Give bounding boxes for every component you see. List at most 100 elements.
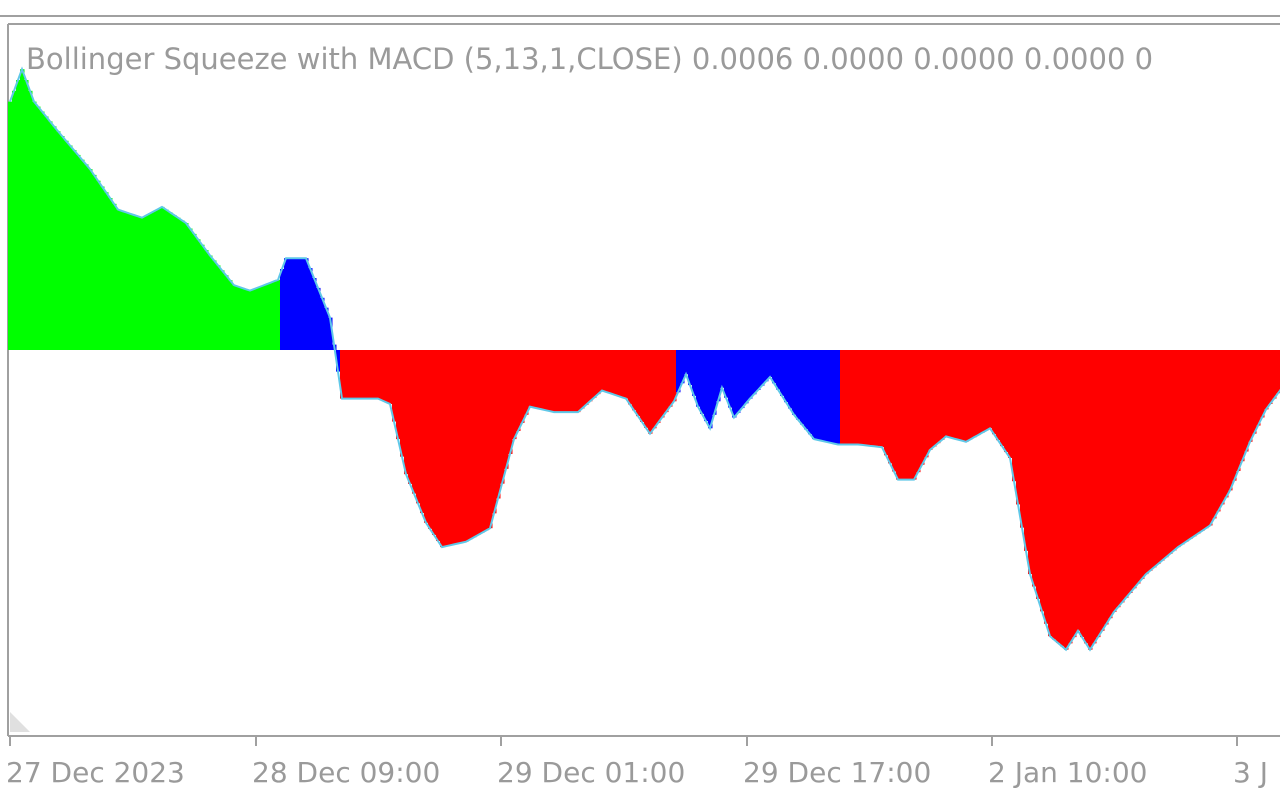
histogram-bar xyxy=(204,250,209,350)
histogram-bar xyxy=(560,350,565,413)
histogram-bar xyxy=(836,350,841,445)
histogram-bar xyxy=(1004,350,1009,453)
histogram-bar xyxy=(524,350,529,415)
histogram-bar xyxy=(656,350,661,423)
histogram-bar xyxy=(1016,350,1021,505)
histogram-bar xyxy=(1256,350,1261,426)
histogram-bar xyxy=(920,350,925,465)
histogram-bar xyxy=(536,350,541,409)
histogram-bar xyxy=(1096,350,1101,638)
histogram-bar xyxy=(52,126,57,350)
histogram-bar xyxy=(32,101,37,350)
histogram-bar xyxy=(468,350,473,540)
histogram-bar xyxy=(584,350,589,405)
histogram-bar xyxy=(540,350,545,410)
histogram-bar xyxy=(336,350,341,372)
histogram-bar xyxy=(964,350,969,442)
histogram-bar xyxy=(488,350,493,529)
histogram-bar xyxy=(180,220,185,350)
histogram-bar xyxy=(284,258,289,350)
histogram-bar xyxy=(1092,350,1097,644)
histogram-bar xyxy=(148,213,153,350)
histogram-bar xyxy=(812,350,817,440)
histogram-bar xyxy=(1132,350,1137,589)
histogram-bar xyxy=(960,350,965,441)
histogram-bar xyxy=(548,350,553,412)
histogram-bar xyxy=(712,350,717,415)
histogram-bar xyxy=(620,350,625,398)
histogram-bar xyxy=(1196,350,1201,534)
histogram-bar xyxy=(464,350,469,542)
histogram-bar xyxy=(820,350,825,441)
histogram-bar xyxy=(292,258,297,350)
histogram-bar xyxy=(100,186,105,350)
histogram-bar xyxy=(444,350,449,547)
histogram-bar xyxy=(452,350,457,545)
histogram-bar xyxy=(1144,350,1149,575)
histogram-bar xyxy=(604,350,609,392)
histogram-bar xyxy=(508,350,513,454)
histogram-bar xyxy=(1008,350,1013,458)
histogram-bar xyxy=(484,350,489,531)
resize-handle-icon[interactable] xyxy=(10,712,30,732)
histogram-bar xyxy=(768,350,773,377)
histogram-bar xyxy=(680,350,685,384)
histogram-bar xyxy=(500,350,505,484)
histogram-bar xyxy=(924,350,929,458)
x-tick-label: 2 Jan 10:00 xyxy=(988,756,1147,789)
histogram-bar xyxy=(152,211,157,350)
histogram-bar xyxy=(144,215,149,350)
histogram-bar xyxy=(1232,350,1237,481)
histogram-bar xyxy=(240,287,245,350)
histogram-bar xyxy=(612,350,617,395)
histogram-bar xyxy=(664,350,669,413)
histogram-bar xyxy=(804,350,809,430)
histogram-bar xyxy=(192,233,197,350)
histogram-bar xyxy=(56,131,61,350)
histogram-bar xyxy=(652,350,657,429)
histogram-bar xyxy=(1148,350,1153,571)
histogram-bar xyxy=(616,350,621,396)
histogram-bar xyxy=(1020,350,1025,528)
histogram-bar xyxy=(1276,350,1280,394)
histogram-bar xyxy=(588,350,593,402)
indicator-title: Bollinger Squeeze with MACD (5,13,1,CLOS… xyxy=(26,42,1153,76)
histogram-bar xyxy=(252,289,257,350)
histogram-bar xyxy=(392,350,397,422)
histogram-bar xyxy=(116,209,121,350)
histogram-bar xyxy=(1064,350,1069,650)
histogram-bar xyxy=(908,350,913,480)
histogram-bar xyxy=(1036,350,1041,599)
histogram-bar xyxy=(1244,350,1249,452)
histogram-bar xyxy=(372,350,377,399)
histogram-bar xyxy=(720,350,725,388)
histogram-bar xyxy=(608,350,613,394)
histogram-bar xyxy=(728,350,733,408)
histogram-bar xyxy=(972,350,977,438)
histogram-bar xyxy=(752,350,757,395)
histogram-bar xyxy=(24,80,29,350)
histogram-bar xyxy=(1264,350,1269,410)
histogram-bar xyxy=(436,350,441,542)
histogram-bar xyxy=(128,213,133,350)
histogram-bar xyxy=(1028,350,1033,575)
histogram-bar xyxy=(112,203,117,350)
histogram-bar xyxy=(356,350,361,399)
histogram-bar xyxy=(528,350,533,407)
histogram-bar xyxy=(748,350,753,399)
histogram-bar xyxy=(988,350,993,429)
histogram-bar xyxy=(448,350,453,546)
histogram-bar xyxy=(1220,350,1225,505)
histogram-bar xyxy=(772,350,777,384)
histogram-bar xyxy=(624,350,629,399)
histogram-bar xyxy=(1180,350,1185,545)
histogram-bar xyxy=(1052,350,1057,640)
histogram-bar xyxy=(20,69,25,350)
histogram-bar xyxy=(1172,350,1177,551)
histogram-bar xyxy=(1048,350,1053,637)
histogram-bar xyxy=(880,350,885,448)
histogram-bar xyxy=(352,350,357,399)
histogram-bar xyxy=(384,350,389,403)
histogram-bar xyxy=(120,210,125,350)
histogram-bar xyxy=(300,258,305,350)
